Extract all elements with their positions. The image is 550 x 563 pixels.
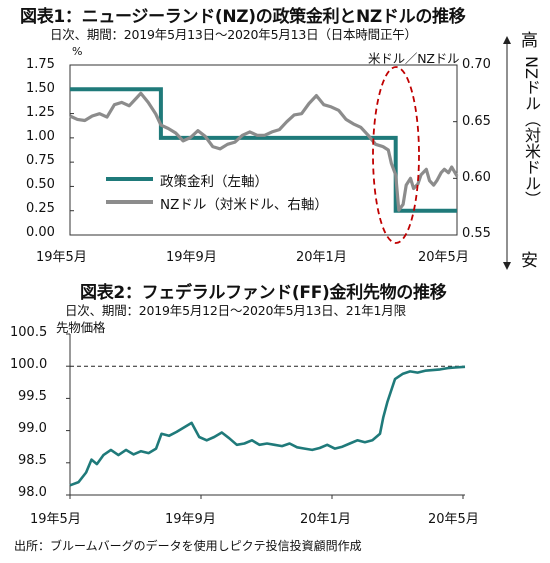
chart1-left-tick: 1.25 <box>26 105 55 120</box>
chart1-left-tick: 0.75 <box>26 153 55 168</box>
chart2-x-tick: 19年9月 <box>165 512 216 527</box>
chart2-y-tick: 99.0 <box>18 421 47 436</box>
chart1-left-tick: 1.75 <box>26 57 55 72</box>
chart1-x-tick: 19年9月 <box>166 250 217 265</box>
chart1-left-tick: 0.25 <box>26 201 55 216</box>
chart2-title: 図表2：フェデラルファンド(FF)金利先物の推移 <box>80 283 447 303</box>
chart1-right-tick: 0.65 <box>462 114 491 129</box>
chart1-title: 図表1：ニュージーランド(NZ)の政策金利とNZドルの推移 <box>20 7 466 27</box>
chart1-highlight-ellipse <box>372 66 420 244</box>
chart2-x-tick: 19年5月 <box>30 512 81 527</box>
legend-rate-label: 政策金利（左軸） <box>160 174 268 190</box>
chart2-x-tick: 20年1月 <box>300 512 351 527</box>
chart1-subtitle: 日次、期間：2019年5月13日～2020年5月13日（日本時間正午） <box>50 27 417 42</box>
chart1-right-unit: 米ドル／NZドル <box>368 51 460 66</box>
chart1-left-tick: 0.00 <box>26 225 55 240</box>
chart1-plot-frame <box>69 64 458 236</box>
chart2-tick-marks <box>66 333 464 499</box>
chart2-y-tick: 100.0 <box>10 357 48 372</box>
right-axis-arrow-up-icon <box>503 36 511 44</box>
chart1-x-tick: 20年1月 <box>296 250 347 265</box>
chart1-right-axis-label: NZドル（対米ドル） <box>522 56 541 207</box>
chart1-right-tick: 0.70 <box>462 57 491 72</box>
chart1-x-tick: 19年5月 <box>36 250 87 265</box>
chart1-rate-line <box>70 87 457 213</box>
right-axis-arrow-down-icon <box>503 262 511 270</box>
chart1-low-label: 安 <box>521 251 538 271</box>
chart1-right-tick: 0.55 <box>462 226 491 241</box>
chart2-y-tick: 98.5 <box>18 453 47 468</box>
chart1-left-tick: 1.00 <box>26 129 55 144</box>
chart1-nzd-line <box>69 91 459 212</box>
chart1-tick-marks <box>70 64 457 236</box>
chart1-x-tick: 20年5月 <box>418 250 469 265</box>
chart2-ff-futures-line <box>69 365 466 487</box>
chart1-high-label: 高 <box>521 31 538 51</box>
chart1-left-tick: 0.50 <box>26 177 55 192</box>
chart1-right-tick: 0.60 <box>462 170 491 185</box>
chart2-y-tick: 99.5 <box>18 389 47 404</box>
chart2-x-tick: 20年5月 <box>428 512 479 527</box>
chart2-subtitle: 日次、期間：2019年5月12日～2020年5月13日、21年1月限 <box>65 303 406 318</box>
chart2-y-tick: 100.5 <box>10 325 48 340</box>
chart1-left-tick: 1.50 <box>26 81 55 96</box>
source-note: 出所：ブルームバーグのデータを使用しピクテ投信投資顧問作成 <box>14 539 362 553</box>
chart2-y-tick: 98.0 <box>18 485 47 500</box>
legend-nzd-label: NZドル（対米ドル、右軸） <box>160 197 328 213</box>
chart1-left-unit: % <box>72 45 83 58</box>
chart2-ylabel: 先物価格 <box>56 320 106 335</box>
